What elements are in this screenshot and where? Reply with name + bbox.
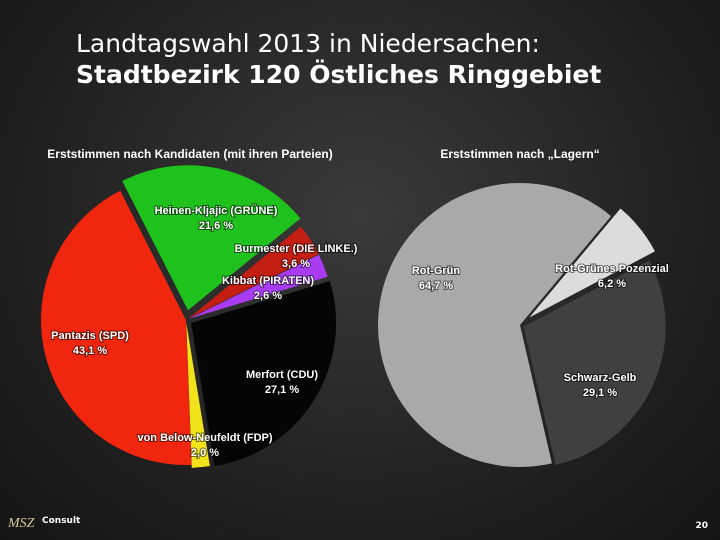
slice-value: 21,6 % [199,220,233,232]
pie-slice [122,165,301,311]
slice-label: Schwarz-Gelb [564,372,637,384]
logo: MSZ [7,516,35,531]
slice-label: Merfort (CDU) [246,369,318,381]
pie-slice [529,208,655,318]
pie-slice [377,182,612,468]
slice-label: Rot-Grün [412,265,461,277]
slice-value: 2,6 % [254,290,282,302]
pie-slice [523,260,666,466]
slice-value: 27,1 % [265,384,299,396]
logo-sub: Consult [42,516,81,526]
chart-title: Erststimmen nach Kandidaten (mit ihren P… [47,147,332,161]
slice-label: von Below-Neufeldt (FDP) [137,432,272,444]
slide-subtitle: Stadtbezirk 120 Östliches Ringgebiet [76,59,601,89]
pie-slice [188,226,319,319]
slice-value: 3,6 % [282,258,310,270]
slice-value: 64,7 % [419,280,453,292]
slice-value: 6,2 % [598,278,626,290]
slice-label: Heinen-Kljajic (GRÜNE) [155,204,278,217]
pie-slice [188,254,328,319]
slice-label: Kibbat (PIRATEN) [222,275,314,287]
pie-slice [191,280,337,467]
page-number: 20 [695,521,708,531]
pie-slice [186,322,210,468]
slice-value: 29,1 % [583,387,617,399]
pie-slice [40,190,192,466]
slice-label: Rot-Grünes Pozenzial [555,263,669,275]
slide-title: Landtagswahl 2013 in Niedersachen: [76,29,540,58]
slice-label: Pantazis (SPD) [51,330,129,342]
slice-value: 43,1 % [73,345,107,357]
chart-title: Erststimmen nach „Lagern“ [440,147,599,161]
slice-label: Burmester (DIE LINKE.) [235,243,358,255]
slice-value: 2,0 % [191,447,219,459]
